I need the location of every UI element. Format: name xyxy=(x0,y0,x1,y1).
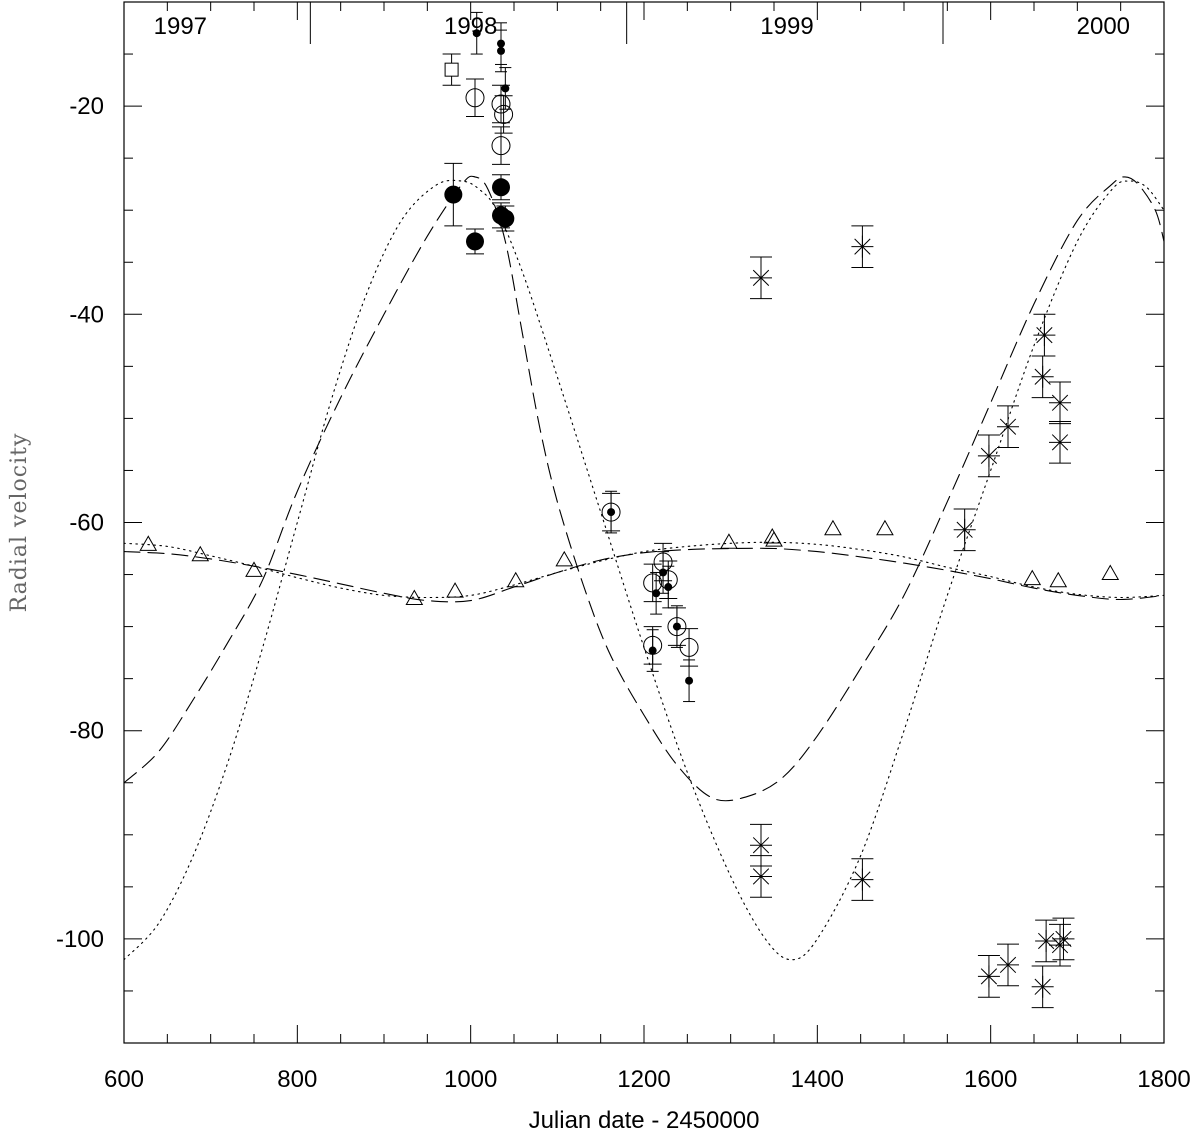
marker-small-dot xyxy=(497,46,505,55)
y-tick-label: -100 xyxy=(56,926,104,953)
marker-asterisk-stroke xyxy=(1051,434,1069,451)
x-tick-label: 800 xyxy=(277,1066,317,1093)
year-label: 1999 xyxy=(760,13,813,40)
year-label: 1998 xyxy=(444,13,497,40)
marker-open-triangle xyxy=(446,582,464,598)
marker-open-triangle xyxy=(245,561,263,577)
marker-asterisk-stroke xyxy=(1055,930,1072,948)
plot-border xyxy=(123,1,1165,1044)
marker-asterisk-stroke xyxy=(1036,326,1053,344)
marker-open-triangle xyxy=(1023,569,1042,586)
marker-asterisk-stroke xyxy=(980,968,998,985)
marker-open-triangle xyxy=(405,589,424,605)
year-label: 2000 xyxy=(1077,13,1130,40)
year-label: 1997 xyxy=(154,13,207,40)
plot-frame xyxy=(123,1,1165,1044)
marker-big-filled-circle xyxy=(466,232,484,251)
axis-labels: 600 800 1000 1200 1400 1600 1800 -20 -40 -60 -80 -1… xyxy=(7,13,1191,1134)
y-tick-label: -60 xyxy=(69,510,104,537)
marker-small-dot xyxy=(648,646,657,655)
y-tick-label: -20 xyxy=(69,93,104,120)
x-tick-label: 1000 xyxy=(444,1066,497,1093)
curve-dotted-small-orbit xyxy=(124,541,1164,599)
marker-small-dot xyxy=(472,29,481,38)
marker-asterisk-stroke xyxy=(999,956,1017,974)
marker-open-triangle xyxy=(765,531,783,547)
marker-open-triangle xyxy=(876,519,894,536)
curve-dashed-large-orbit xyxy=(124,175,1164,802)
marker-asterisk-stroke xyxy=(1038,932,1055,950)
x-tick-label: 1200 xyxy=(617,1066,670,1093)
marker-asterisk-stroke xyxy=(980,447,998,465)
marker-small-dot xyxy=(607,508,616,517)
marker-asterisk-stroke xyxy=(752,269,770,286)
marker-asterisk-stroke xyxy=(1034,978,1051,995)
marker-asterisk-stroke xyxy=(999,418,1017,435)
marker-open-triangle xyxy=(191,545,210,562)
curve-dashed-small-orbit xyxy=(124,547,1164,603)
x-tick-label: 1600 xyxy=(964,1066,1017,1093)
curve-dotted-large-orbit xyxy=(124,179,1164,961)
marker-open-square xyxy=(444,62,459,77)
marker-open-circle xyxy=(491,94,511,114)
marker-open-triangle xyxy=(139,535,158,551)
y-tick-label: -80 xyxy=(69,718,104,745)
marker-open-triangle xyxy=(824,519,842,536)
marker-small-dot xyxy=(659,568,668,577)
x-axis-title: Julian date - 2450000 xyxy=(529,1107,760,1134)
marker-open-triangle xyxy=(1101,564,1120,580)
marker-asterisk-stroke xyxy=(956,521,973,538)
marker-asterisk-stroke xyxy=(1034,368,1051,385)
marker-asterisk-stroke xyxy=(854,238,871,255)
marker-small-dot xyxy=(652,589,661,598)
marker-small-dot xyxy=(501,84,510,93)
marker-small-dot xyxy=(672,622,681,631)
marker-asterisk-stroke xyxy=(1051,394,1069,411)
y-tick-label: -40 xyxy=(69,301,104,328)
marker-open-circle xyxy=(494,104,514,124)
marker-open-triangle xyxy=(506,571,525,588)
marker-asterisk-stroke xyxy=(854,871,871,888)
y-axis-title: Radial velocity xyxy=(7,433,32,613)
marker-open-triangle xyxy=(720,533,738,549)
marker-small-dot xyxy=(664,583,673,592)
marker-open-triangle xyxy=(555,550,574,567)
marker-asterisk-stroke xyxy=(752,868,770,885)
x-tick-label: 600 xyxy=(104,1066,144,1093)
data-points xyxy=(139,11,1120,1009)
x-tick-label: 1800 xyxy=(1137,1066,1190,1093)
marker-asterisk-stroke xyxy=(752,837,770,854)
fit-curves xyxy=(124,175,1164,961)
marker-big-filled-circle xyxy=(496,209,515,228)
marker-open-triangle xyxy=(1049,571,1068,588)
marker-open-circle xyxy=(491,136,511,156)
marker-small-dot xyxy=(685,676,694,685)
marker-big-filled-circle xyxy=(444,185,463,204)
marker-open-circle xyxy=(465,88,485,108)
marker-big-filled-circle xyxy=(492,178,510,197)
x-tick-label: 1400 xyxy=(791,1066,844,1093)
